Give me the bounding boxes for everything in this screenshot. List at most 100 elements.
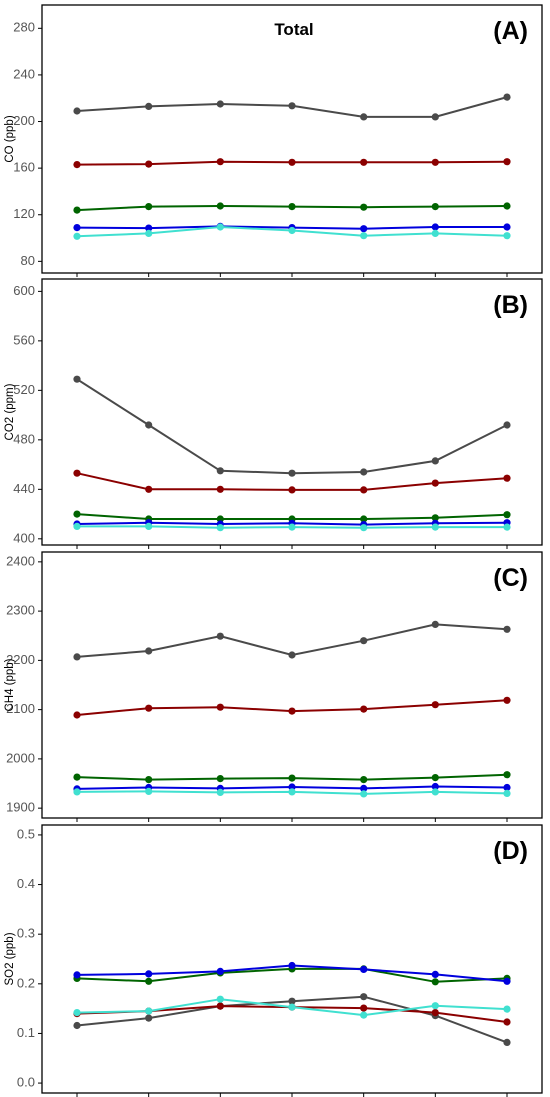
data-point [288,788,296,796]
panel-label: (B) [493,291,528,319]
data-point [216,1002,224,1010]
data-point [73,107,81,115]
data-point [360,113,368,121]
plot-frame [41,278,543,546]
data-point [73,788,81,796]
y-tick-label: 2200 [6,652,35,667]
data-point [145,160,153,168]
y-tick-label: 160 [13,160,35,175]
data-point [503,158,511,166]
data-point [360,486,368,494]
y-axis-label: CO2 (ppm) [4,383,16,440]
data-point [145,787,153,796]
data-point [288,523,296,531]
data-point [288,1003,296,1011]
data-point [145,970,153,978]
data-point [73,522,81,531]
data-point [503,232,511,240]
y-tick-label: 240 [13,66,35,81]
data-point [360,705,368,713]
plot-frame [41,824,543,1094]
data-point [73,653,81,661]
data-point [145,421,153,429]
data-point [431,229,439,237]
data-point [145,1007,153,1015]
data-point [431,782,439,791]
data-point [73,161,81,169]
data-point [431,620,439,629]
series-line [76,378,508,475]
data-point [216,158,224,166]
data-point [73,224,81,232]
data-point [145,485,153,493]
data-point [73,232,81,240]
data-point [431,970,439,979]
data-point [431,158,439,166]
data-point [360,203,368,211]
data-point [288,961,296,970]
series-gray [73,620,511,661]
data-point [216,202,224,210]
data-point [503,977,511,985]
data-point [360,784,368,793]
panel-co: 80 120 160 200 240 280 CO (ppb) (A) [4,4,543,277]
data-point [216,995,224,1003]
series-gray [73,375,511,477]
y-axis-label: SO2 (ppb) [4,932,16,985]
data-point [360,1004,368,1012]
data-point [360,637,368,645]
data-point [431,457,439,465]
y-tick-label: 0.3 [17,926,35,941]
y-tick-label: 600 [13,283,35,298]
y-tick-label: 1900 [6,800,35,815]
data-point [145,102,153,110]
panel-ch4: 1900 2000 2100 2200 2300 2400 CH4 (ppb) (C) [4,551,543,822]
data-point [288,486,296,494]
data-point [360,790,368,798]
series-green [73,771,511,784]
figure-title: Total [274,20,313,39]
data-point [503,696,511,704]
data-point [145,1014,153,1022]
data-point [216,485,224,493]
data-point [431,1009,439,1017]
panel-label: (D) [493,837,528,865]
y-tick-label: 2000 [6,750,35,765]
data-point [216,632,224,640]
series-green [73,202,511,214]
data-point [503,1038,511,1046]
panel-label: (C) [493,564,528,592]
data-point [503,523,511,531]
data-point [288,226,296,235]
series-cyan [73,787,511,798]
data-point [431,514,439,522]
y-axis-label: CH4 (ppb) [4,658,16,711]
data-point [73,1021,81,1030]
data-point [503,223,511,231]
y-tick-label: 0.0 [17,1075,35,1090]
data-point [503,202,511,210]
data-point [431,113,439,121]
data-point [145,977,153,985]
data-point [73,971,81,979]
data-point [503,93,511,101]
data-point [360,524,368,532]
data-point [216,524,224,532]
series-cyan [73,223,511,240]
data-point [360,225,368,233]
data-point [145,229,153,237]
series-cyan [73,522,511,532]
data-point [216,775,224,783]
data-point [288,158,296,166]
data-point [503,783,511,792]
y-tick-label: 2100 [6,701,35,716]
y-tick-label: 2400 [6,553,35,568]
data-point [288,997,296,1005]
data-point [360,515,368,523]
data-point [216,223,224,231]
data-point [503,421,511,429]
data-point [145,203,153,211]
data-point [73,773,81,781]
series-gray [73,993,511,1046]
